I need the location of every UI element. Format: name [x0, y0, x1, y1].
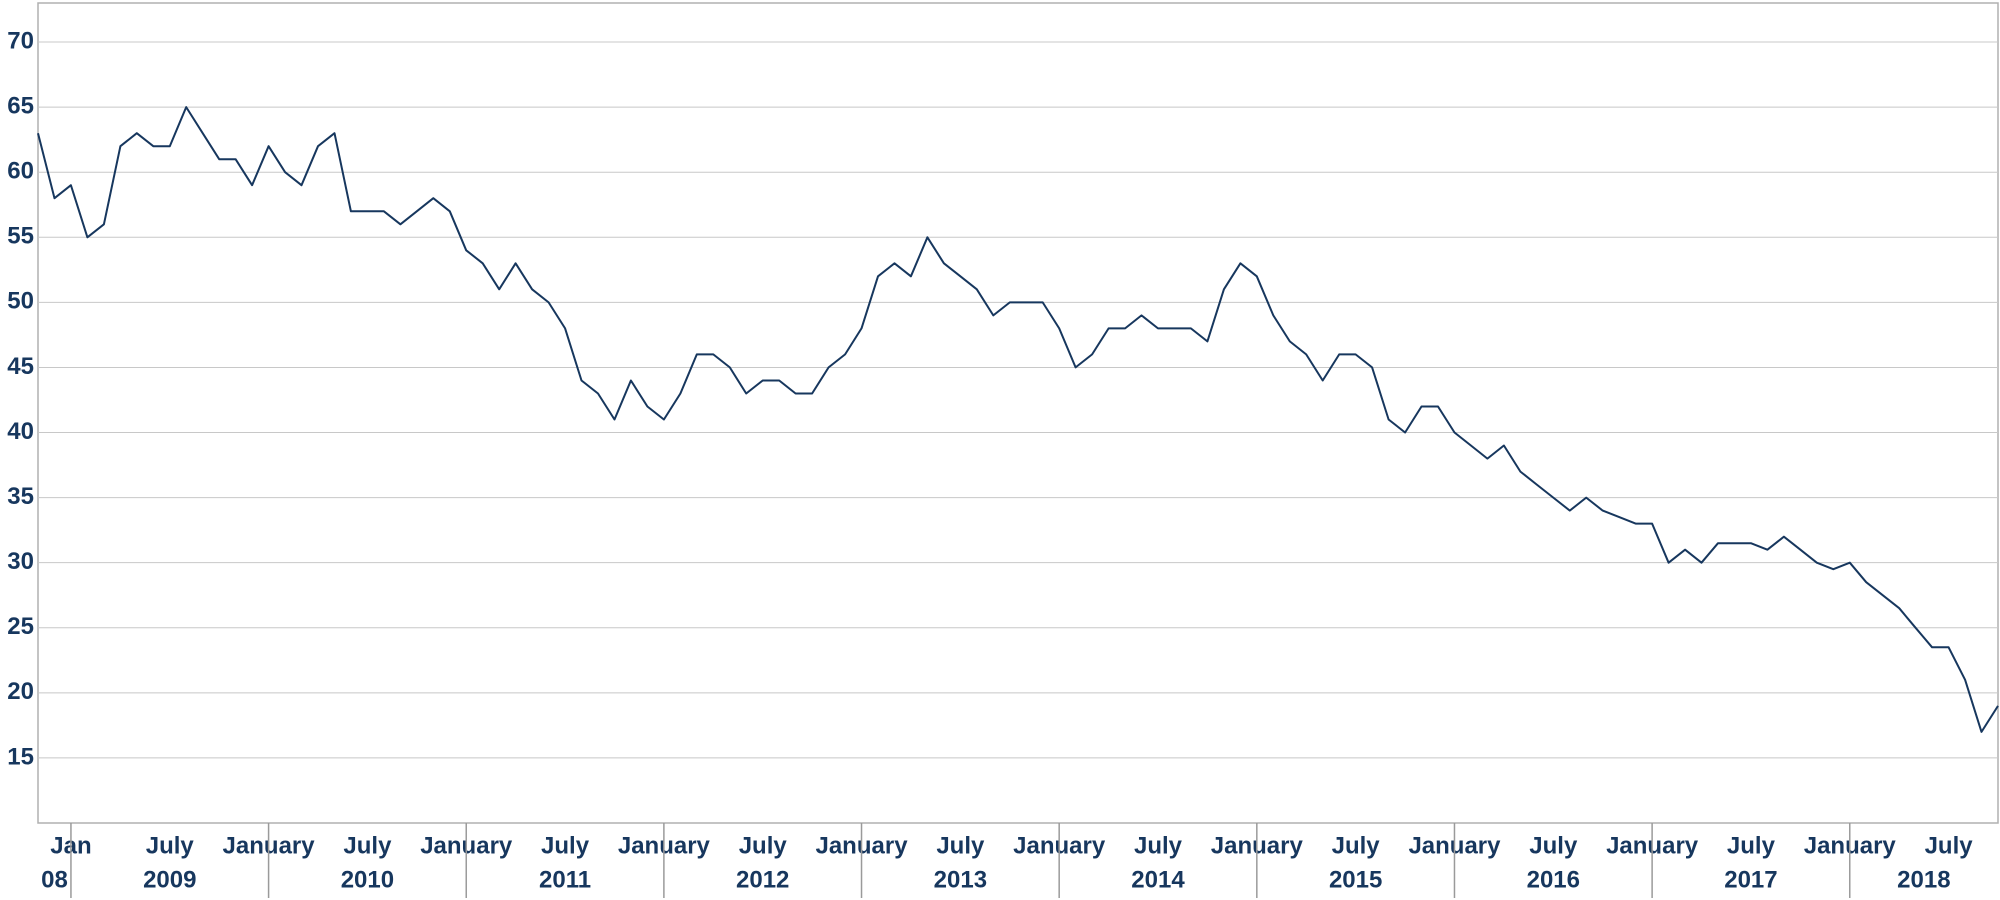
x-group-label: 2015	[1329, 866, 1382, 893]
x-group-label: 08	[41, 866, 68, 893]
y-tick-label: 20	[7, 678, 34, 705]
y-tick-label: 45	[7, 353, 34, 380]
x-group-label: 2013	[934, 866, 987, 893]
x-tick-label: July	[541, 832, 590, 859]
y-tick-label: 60	[7, 158, 34, 185]
x-tick-label: July	[936, 832, 985, 859]
y-tick-label: 50	[7, 288, 34, 315]
y-tick-label: 35	[7, 483, 34, 510]
x-tick-label: July	[1332, 832, 1381, 859]
y-tick-label: 65	[7, 92, 34, 119]
x-tick-label: July	[146, 832, 195, 859]
y-tick-label: 40	[7, 418, 34, 445]
x-group-label: 2009	[143, 866, 196, 893]
y-tick-label: 15	[7, 743, 34, 770]
x-tick-label: July	[343, 832, 392, 859]
y-tick-label: 30	[7, 548, 34, 575]
y-tick-label: 70	[7, 27, 34, 54]
x-tick-label: July	[1529, 832, 1578, 859]
y-tick-label: 25	[7, 613, 34, 640]
data-line	[37, 106, 1999, 733]
x-group-label: 2018	[1897, 866, 1950, 893]
x-group-label: 2012	[736, 866, 789, 893]
x-tick-label: July	[1727, 832, 1776, 859]
x-group-label: 2014	[1131, 866, 1185, 893]
x-group-label: 2011	[539, 866, 591, 893]
x-tick-label: July	[739, 832, 788, 859]
x-tick-label: July	[1925, 832, 1974, 859]
plot-frame	[37, 2, 1999, 824]
y-tick-label: 55	[7, 223, 34, 250]
x-group-label: 2017	[1724, 866, 1777, 893]
x-group-label: 2016	[1527, 866, 1580, 893]
x-group-label: 2010	[341, 866, 394, 893]
x-tick-label: July	[1134, 832, 1183, 859]
